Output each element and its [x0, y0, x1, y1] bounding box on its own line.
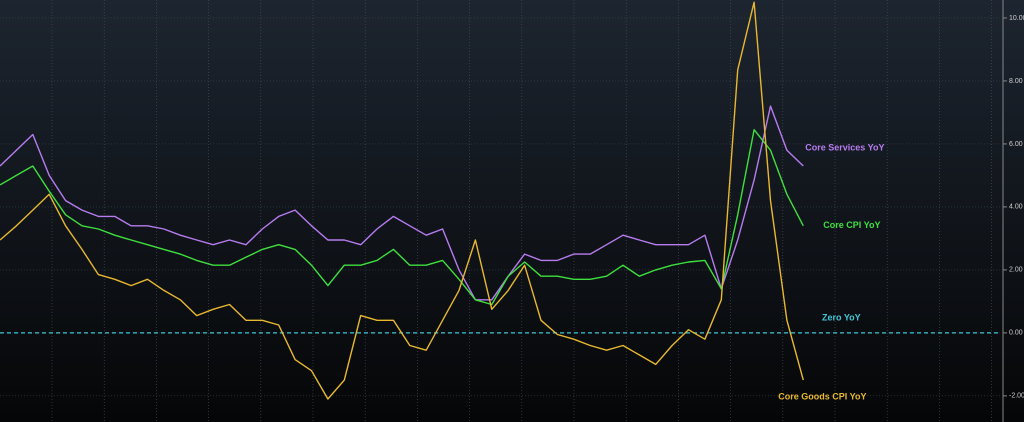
legend-label: Core CPI YoY: [823, 220, 880, 230]
series-line: [0, 105, 804, 301]
y-tick-label: 8.00: [1009, 78, 1023, 85]
series-line: [0, 1, 804, 400]
y-tick-label: 0.00: [1009, 330, 1023, 337]
series-line: [0, 129, 804, 306]
y-tick-label: 2.00: [1009, 267, 1023, 274]
legend-label: Zero YoY: [822, 312, 861, 322]
y-tick-label: 6.00: [1009, 141, 1023, 148]
legend-label: Core Goods CPI YoY: [778, 391, 866, 401]
y-tick-label: 10.00: [1009, 15, 1024, 22]
y-tick-label: -2.00: [1009, 393, 1024, 400]
legend-label: Core Services YoY: [805, 142, 884, 152]
y-tick-label: 4.00: [1009, 204, 1023, 211]
